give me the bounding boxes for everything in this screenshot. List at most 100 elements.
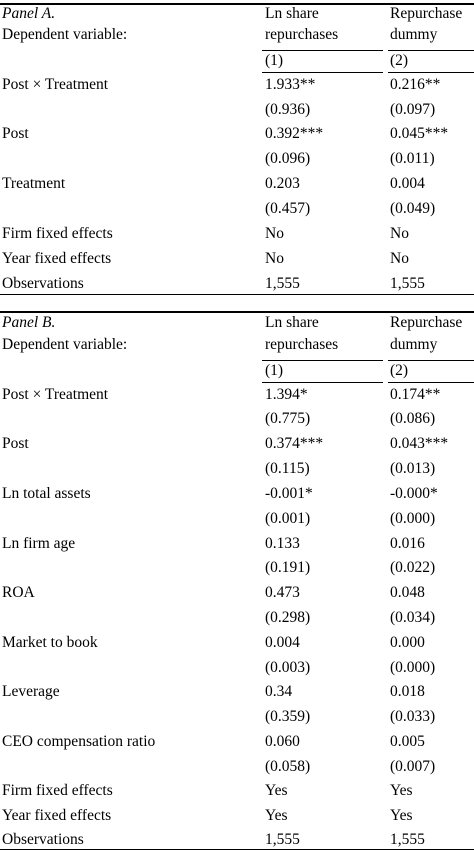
- panel-b-col2-header-line1: Repurchase: [390, 314, 463, 331]
- observations-cell: 1,555: [390, 831, 425, 848]
- panel-b-col1-rule-lower: [262, 382, 383, 383]
- std-error-cell: (0.775): [265, 410, 311, 427]
- std-error-cell: (0.191): [265, 559, 311, 576]
- table-row-label: Post: [2, 435, 29, 452]
- coefficient-cell: 0.060: [265, 733, 300, 750]
- std-error-cell: (0.298): [265, 609, 311, 626]
- std-error-cell: (0.097): [390, 101, 436, 118]
- firm-fixed-effects-cell: No: [390, 225, 409, 242]
- year-fixed-effects-label: Year fixed effects: [2, 807, 112, 824]
- coefficient-cell: 0.174**: [390, 386, 441, 403]
- std-error-cell: (0.000): [390, 510, 436, 527]
- std-error-cell: (0.033): [390, 708, 436, 725]
- panel-a-col2-rule: [388, 50, 474, 51]
- std-error-cell: (0.034): [390, 609, 436, 626]
- coefficient-cell: 0.392***: [265, 125, 324, 142]
- panel-a-bottom-rule: [0, 294, 474, 295]
- table-row-label: Market to book: [2, 634, 98, 651]
- coefficient-cell: -0.000*: [390, 485, 438, 502]
- table-row-label: Ln total assets: [2, 485, 91, 502]
- panel-a-col2-number: (2): [390, 52, 409, 69]
- table-row-label: Treatment: [2, 175, 66, 192]
- coefficient-cell: 1.394*: [265, 386, 308, 403]
- std-error-cell: (0.457): [265, 200, 311, 217]
- std-error-cell: (0.022): [390, 559, 436, 576]
- coefficient-cell: 1.933**: [265, 76, 316, 93]
- coefficient-cell: 0.043***: [390, 435, 449, 452]
- panel-a-title: Panel A.: [2, 5, 56, 22]
- coefficient-cell: 0.000: [390, 634, 425, 651]
- panel-a-col2-header-line2: dummy: [390, 26, 438, 43]
- panel-a-col1-header-line1: Ln share: [265, 5, 319, 22]
- panel-b-col2-number: (2): [390, 362, 409, 379]
- std-error-cell: (0.058): [265, 758, 311, 775]
- panel-b-dependent-variable: Dependent variable:: [2, 336, 128, 353]
- year-fixed-effects-cell: Yes: [390, 807, 413, 824]
- coefficient-cell: 0.016: [390, 535, 425, 552]
- firm-fixed-effects-cell: No: [265, 225, 284, 242]
- coefficient-cell: 0.34: [265, 683, 293, 700]
- coefficient-cell: 0.004: [390, 175, 425, 192]
- panel-a-col1-rule: [262, 50, 383, 51]
- panel-a-dependent-variable: Dependent variable:: [2, 26, 128, 43]
- year-fixed-effects-cell: Yes: [265, 807, 288, 824]
- panel-b-col1-header-line1: Ln share: [265, 314, 319, 331]
- observations-cell: 1,555: [265, 831, 300, 848]
- firm-fixed-effects-label: Firm fixed effects: [2, 225, 113, 242]
- year-fixed-effects-cell: No: [390, 250, 409, 267]
- coefficient-cell: 0.048: [390, 584, 425, 601]
- panel-a-col1-header-line2: repurchases: [265, 26, 339, 43]
- coefficient-cell: 0.374***: [265, 435, 324, 452]
- table-row-label: CEO compensation ratio: [2, 733, 156, 750]
- table-row-label: ROA: [2, 584, 35, 601]
- observations-label: Observations: [2, 275, 84, 292]
- panel-b-col2-header-line2: dummy: [390, 336, 438, 353]
- std-error-cell: (0.007): [390, 758, 436, 775]
- coefficient-cell: 0.216**: [390, 76, 441, 93]
- panel-b-col1-number: (1): [265, 362, 284, 379]
- std-error-cell: (0.359): [265, 708, 311, 725]
- std-error-cell: (0.011): [390, 150, 435, 167]
- panel-a-col1-number: (1): [265, 52, 284, 69]
- std-error-cell: (0.086): [390, 410, 436, 427]
- coefficient-cell: 0.018: [390, 683, 425, 700]
- std-error-cell: (0.936): [265, 101, 311, 118]
- coefficient-cell: 0.133: [265, 535, 300, 552]
- table-row-label: Post × Treatment: [2, 76, 109, 93]
- panel-a-col2-rule-lower: [388, 72, 474, 73]
- year-fixed-effects-label: Year fixed effects: [2, 250, 112, 267]
- year-fixed-effects-cell: No: [265, 250, 284, 267]
- std-error-cell: (0.001): [265, 510, 311, 527]
- panel-b-col2-rule-lower: [388, 382, 474, 383]
- panel-b-bottom-rule: [0, 849, 474, 850]
- firm-fixed-effects-label: Firm fixed effects: [2, 782, 113, 799]
- table-row-label: Ln firm age: [2, 535, 76, 552]
- std-error-cell: (0.096): [265, 150, 311, 167]
- panel-a-top-rule: [0, 3, 474, 5]
- coefficient-cell: 0.045***: [390, 125, 449, 142]
- std-error-cell: (0.000): [390, 659, 436, 676]
- std-error-cell: (0.003): [265, 659, 311, 676]
- panel-a-col2-header-line1: Repurchase: [390, 5, 463, 22]
- observations-cell: 1,555: [390, 275, 425, 292]
- panel-b-title: Panel B.: [2, 314, 56, 331]
- std-error-cell: (0.013): [390, 460, 436, 477]
- table-row-label: Leverage: [2, 683, 60, 700]
- coefficient-cell: 0.005: [390, 733, 425, 750]
- observations-label: Observations: [2, 831, 84, 848]
- panel-b-col2-rule: [388, 360, 474, 361]
- panel-a-col1-rule-lower: [262, 72, 383, 73]
- coefficient-cell: 0.473: [265, 584, 300, 601]
- panel-b-col1-rule: [262, 360, 383, 361]
- coefficient-cell: 0.203: [265, 175, 300, 192]
- coefficient-cell: 0.004: [265, 634, 300, 651]
- coefficient-cell: -0.001*: [265, 485, 313, 502]
- table-row-label: Post × Treatment: [2, 386, 109, 403]
- panel-b-col1-header-line2: repurchases: [265, 336, 339, 353]
- firm-fixed-effects-cell: Yes: [265, 782, 288, 799]
- firm-fixed-effects-cell: Yes: [390, 782, 413, 799]
- observations-cell: 1,555: [265, 275, 300, 292]
- panel-b-top-rule: [0, 311, 474, 313]
- std-error-cell: (0.049): [390, 200, 436, 217]
- table-row-label: Post: [2, 125, 29, 142]
